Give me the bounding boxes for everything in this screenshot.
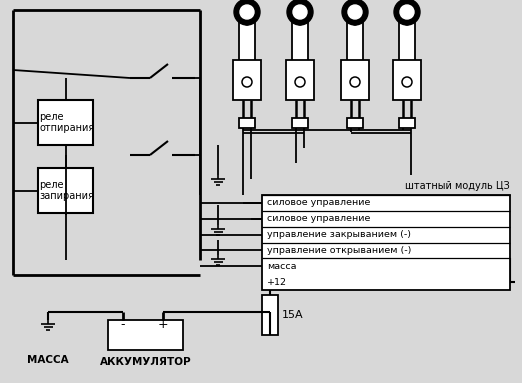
Text: +: + [158, 319, 168, 332]
Circle shape [342, 0, 368, 25]
Text: +12: +12 [267, 278, 287, 286]
Bar [286, 60, 314, 100]
Circle shape [245, 21, 249, 25]
Circle shape [242, 77, 252, 87]
Bar [399, 118, 415, 128]
Bar [239, 20, 255, 62]
Circle shape [234, 0, 260, 25]
Circle shape [298, 21, 302, 25]
Circle shape [295, 77, 305, 87]
Circle shape [400, 5, 414, 19]
Bar [239, 118, 255, 128]
Text: масса: масса [267, 262, 296, 271]
Bar [341, 60, 369, 100]
Circle shape [293, 5, 307, 19]
Text: реле
запирания: реле запирания [39, 180, 94, 201]
Circle shape [240, 5, 254, 19]
Text: АККУМУЛЯТОР: АККУМУЛЯТОР [100, 357, 191, 367]
Bar [347, 20, 363, 62]
Bar [108, 320, 183, 350]
Bar [399, 20, 415, 62]
Circle shape [402, 77, 412, 87]
Bar [393, 60, 421, 100]
Bar [38, 168, 93, 213]
Text: реле
отпирания: реле отпирания [39, 112, 94, 133]
Bar [292, 118, 308, 128]
Text: силовое управление: силовое управление [267, 198, 371, 208]
Bar [347, 118, 363, 128]
Text: МАССА: МАССА [27, 355, 69, 365]
Circle shape [405, 21, 409, 25]
Text: 15A: 15A [282, 310, 304, 320]
Text: -: - [121, 319, 125, 332]
Circle shape [348, 5, 362, 19]
Bar [292, 20, 308, 62]
Text: управление закрыванием (-): управление закрыванием (-) [267, 230, 411, 239]
Circle shape [353, 21, 357, 25]
Bar [38, 100, 93, 145]
Circle shape [287, 0, 313, 25]
Text: штатный модуль ЦЗ: штатный модуль ЦЗ [405, 181, 510, 191]
Circle shape [350, 77, 360, 87]
Bar [262, 295, 278, 335]
Bar [233, 60, 261, 100]
Text: силовое управление: силовое управление [267, 214, 371, 223]
Circle shape [394, 0, 420, 25]
Bar [262, 195, 510, 290]
Text: управление открыванием (-): управление открыванием (-) [267, 246, 411, 255]
